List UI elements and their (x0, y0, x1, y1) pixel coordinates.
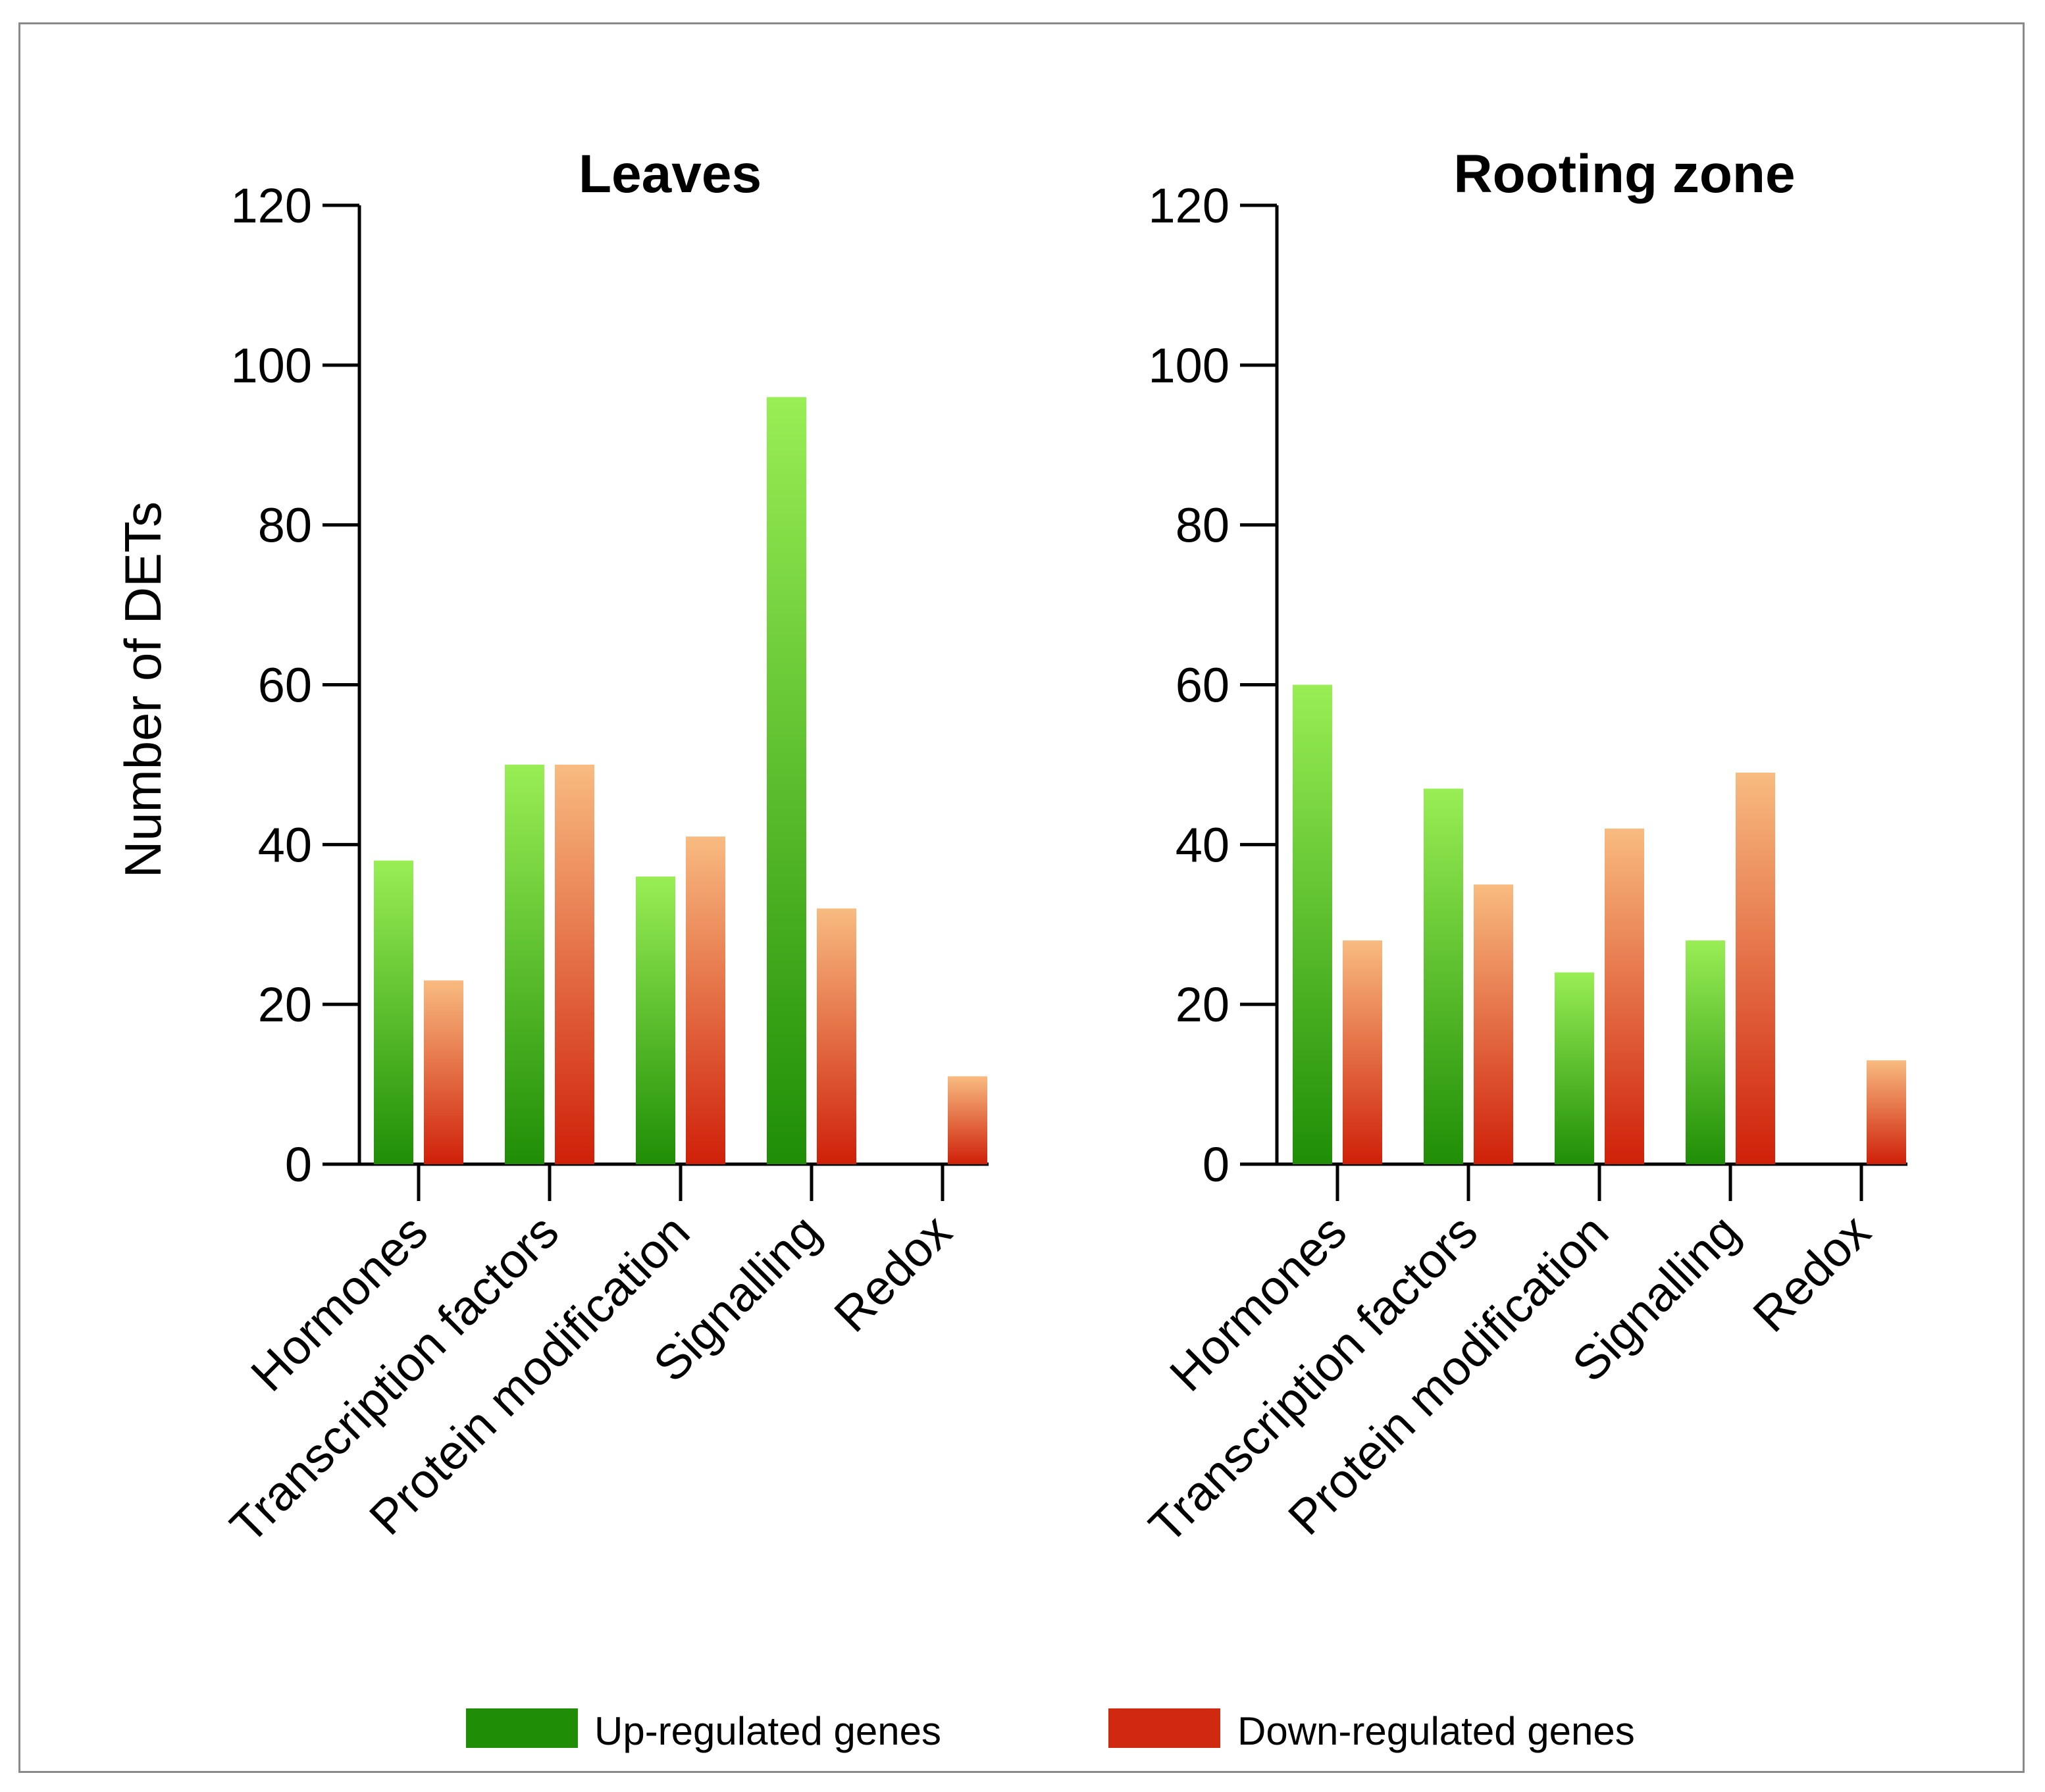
rooting-zone-panel: Rooting zone 0 20 40 60 80 100 120 HormonesTra… (1139, 144, 1907, 1553)
leaves-bar-up-hormones (374, 860, 413, 1164)
rooting-zone-bar-up-protein-modification (1555, 972, 1594, 1164)
rooting-zone-bar-down-transcription-factors (1474, 884, 1513, 1164)
legend-swatch-up (466, 1708, 578, 1748)
leaves-y-tick-label-60: 60 (258, 658, 312, 713)
rooting-zone-y-tick-label-20: 20 (1176, 977, 1230, 1032)
rooting-zone-bar-down-protein-modification (1605, 829, 1644, 1164)
legend-label-up: Up-regulated genes (594, 1709, 941, 1753)
rooting-zone-bar-up-transcription-factors (1424, 788, 1463, 1164)
rooting-zone-y-tick-label-0: 0 (1203, 1137, 1230, 1192)
rooting-zone-y-tick-label-40: 40 (1176, 817, 1230, 872)
rooting-zone-title: Rooting zone (1453, 144, 1795, 204)
leaves-bar-down-redox (948, 1076, 987, 1164)
legend-label-down: Down-regulated genes (1237, 1709, 1635, 1753)
leaves-bar-down-hormones (424, 980, 463, 1164)
leaves-title: Leaves (579, 144, 762, 204)
leaves-bar-down-signalling (817, 908, 856, 1164)
rooting-zone-bar-down-hormones (1343, 940, 1382, 1164)
leaves-panel: Leaves 0 20 40 60 80 100 120 HormonesTranscrip… (220, 144, 989, 1553)
leaves-y-tick-label-20: 20 (258, 977, 312, 1032)
rooting-zone-y-tick-label-60: 60 (1176, 658, 1230, 713)
leaves-bar-down-transcription-factors (555, 764, 594, 1164)
leaves-bar-up-protein-modification (636, 876, 675, 1164)
leaves-bar-up-transcription-factors (505, 764, 544, 1164)
y-axis-label: Number of DETs (114, 501, 172, 878)
rooting-zone-y-ticks: 0 20 40 60 80 100 120 (1149, 178, 1277, 1192)
leaves-y-tick-label-100: 100 (231, 338, 312, 393)
rooting-zone-bar-down-redox (1867, 1060, 1906, 1164)
rooting-zone-bar-down-signalling (1736, 773, 1775, 1164)
leaves-y-tick-label-120: 120 (231, 178, 312, 233)
leaves-y-tick-label-40: 40 (258, 817, 312, 872)
rooting-zone-bars (1293, 684, 1906, 1164)
legend-swatch-down (1108, 1708, 1220, 1748)
rooting-zone-y-tick-label-120: 120 (1149, 178, 1230, 233)
rooting-zone-y-tick-label-100: 100 (1149, 338, 1230, 393)
leaves-category-label-redox: Redox (823, 1204, 962, 1343)
rooting-zone-y-tick-label-80: 80 (1176, 498, 1230, 553)
legend: Up-regulated genes Down-regulated genes (466, 1708, 1635, 1753)
rooting-zone-bar-up-hormones (1293, 684, 1332, 1164)
leaves-y-tick-label-0: 0 (285, 1137, 312, 1192)
rooting-zone-bar-up-signalling (1686, 940, 1725, 1164)
rooting-zone-category-label-redox: Redox (1742, 1204, 1880, 1343)
leaves-y-ticks: 0 20 40 60 80 100 120 (231, 178, 359, 1192)
leaves-y-tick-label-80: 80 (258, 498, 312, 553)
leaves-bar-down-protein-modification (686, 836, 725, 1164)
figure-frame (18, 22, 2025, 1773)
leaves-bar-up-signalling (767, 397, 806, 1164)
leaves-bars (374, 397, 987, 1164)
